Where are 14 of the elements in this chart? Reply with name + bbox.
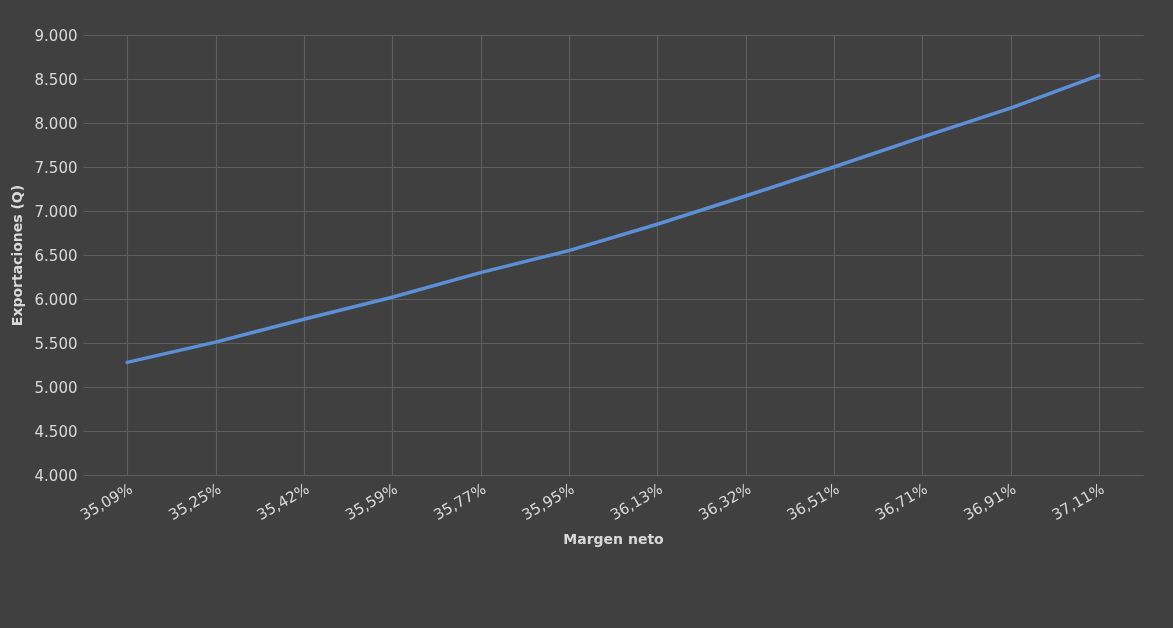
y-tick-label: 6.000	[34, 290, 78, 309]
y-tick-label: 4.500	[34, 422, 78, 441]
y-axis-title: Exportaciones (Q)	[8, 184, 25, 327]
x-axis-title: Margen neto	[563, 531, 665, 548]
y-tick-label: 5.500	[34, 334, 78, 353]
y-tick-label: 7.500	[34, 158, 78, 177]
y-tick-label: 8.000	[34, 114, 78, 133]
y-tick-label: 4.000	[34, 466, 78, 485]
y-tick-label: 5.000	[34, 378, 78, 397]
y-tick-label: 7.000	[34, 202, 78, 221]
line-series	[125, 73, 1101, 365]
y-tick-label: 8.500	[34, 70, 78, 89]
y-tick-label: 6.500	[34, 246, 78, 265]
y-tick-label: 9.000	[34, 26, 78, 45]
